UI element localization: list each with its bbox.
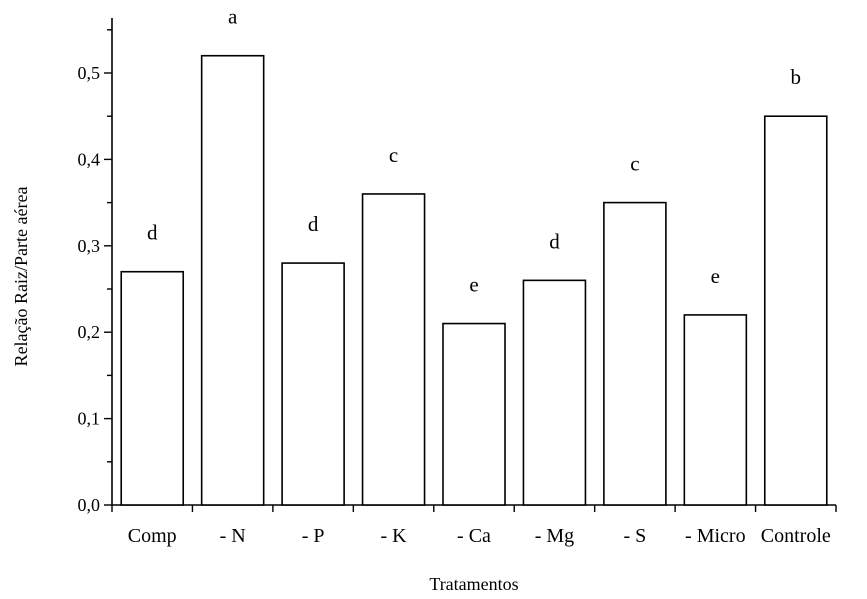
x-tick-label: - Mg bbox=[535, 525, 574, 547]
significance-letter: c bbox=[389, 143, 398, 167]
y-tick-label: 0,5 bbox=[78, 63, 101, 83]
significance-letter: b bbox=[791, 65, 802, 89]
bar bbox=[442, 322, 506, 506]
x-tick-label: - Micro bbox=[685, 525, 746, 547]
significance-letter: d bbox=[147, 221, 158, 245]
x-tick-label: - P bbox=[302, 525, 325, 547]
labels: Comp d - N a - P d - K c - Ca e - Mg d - S c - Micro e C… bbox=[128, 5, 831, 547]
significance-letter: e bbox=[469, 273, 478, 297]
x-tick-label: - Ca bbox=[457, 525, 491, 547]
bar bbox=[281, 262, 345, 506]
y-tick-label: 0,1 bbox=[78, 409, 101, 429]
x-axis-title: Tratamentos bbox=[429, 574, 518, 594]
x-tick-label: Controle bbox=[761, 525, 831, 547]
bar bbox=[120, 270, 185, 506]
x-tick-label: - K bbox=[381, 525, 408, 547]
y-tick-label: 0,0 bbox=[78, 495, 101, 515]
bar bbox=[522, 279, 587, 506]
y-tick-label: 0,3 bbox=[78, 236, 101, 256]
bars bbox=[120, 54, 828, 506]
x-tick-label: - N bbox=[220, 525, 246, 547]
bar bbox=[200, 54, 265, 506]
x-tick-label: Comp bbox=[128, 525, 177, 547]
x-tick-label: - S bbox=[623, 525, 646, 547]
significance-letter: d bbox=[308, 212, 319, 236]
significance-letter: c bbox=[630, 152, 639, 176]
y-tick-label: 0,4 bbox=[78, 149, 101, 169]
significance-letter: d bbox=[549, 229, 560, 253]
bar bbox=[361, 193, 426, 506]
y-axis-title: Relação Raiz/Parte aérea bbox=[11, 187, 31, 367]
significance-letter: e bbox=[711, 264, 720, 288]
y-tick-label: 0,2 bbox=[78, 322, 101, 342]
bar bbox=[763, 115, 828, 506]
bar bbox=[603, 201, 667, 506]
bar bbox=[683, 314, 748, 506]
significance-letter: a bbox=[228, 5, 238, 29]
